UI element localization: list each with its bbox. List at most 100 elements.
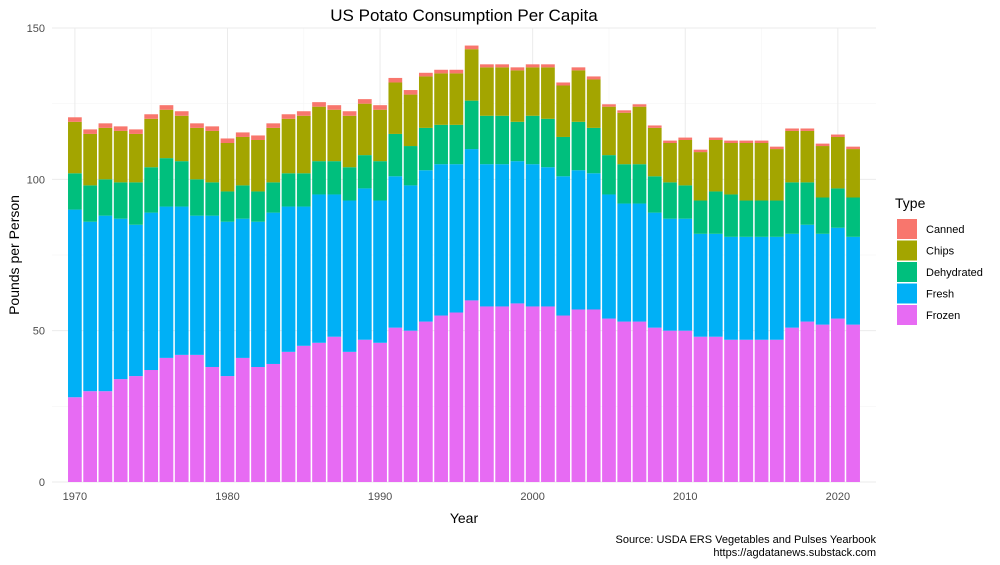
caption-url: https://agdatanews.substack.com bbox=[713, 547, 876, 559]
bar-canned-2002 bbox=[556, 82, 571, 86]
bar-chips-2000 bbox=[525, 67, 540, 116]
bar-fresh-2017 bbox=[785, 233, 799, 328]
bar-chips-2009 bbox=[663, 143, 677, 183]
bar-canned-2012 bbox=[708, 137, 723, 140]
bar-fresh-2020 bbox=[830, 227, 845, 319]
bar-canned-1982 bbox=[251, 135, 265, 140]
bar-dehydrated-2002 bbox=[556, 136, 571, 177]
bar-fresh-1983 bbox=[266, 212, 281, 364]
bar-fresh-1993 bbox=[418, 170, 433, 322]
bar-fresh-2011 bbox=[693, 233, 708, 337]
bar-dehydrated-1992 bbox=[403, 146, 418, 186]
legend-key-dehydrated bbox=[897, 262, 917, 282]
bar-chips-1982 bbox=[251, 139, 265, 192]
bar-canned-1995 bbox=[449, 69, 464, 74]
bar-frozen-2019 bbox=[815, 324, 830, 482]
bar-fresh-2013 bbox=[724, 236, 738, 340]
bar-canned-2016 bbox=[769, 146, 784, 150]
bar-chips-2020 bbox=[830, 136, 845, 189]
bar-canned-2001 bbox=[541, 64, 555, 68]
bar-fresh-1987 bbox=[327, 194, 342, 337]
bar-dehydrated-1986 bbox=[312, 161, 326, 195]
bar-frozen-1970 bbox=[68, 397, 82, 482]
bar-frozen-2007 bbox=[632, 321, 647, 482]
bar-dehydrated-2020 bbox=[830, 188, 845, 228]
bar-dehydrated-1971 bbox=[83, 185, 98, 222]
bar-fresh-2015 bbox=[754, 236, 769, 340]
bar-fresh-1998 bbox=[495, 164, 510, 307]
legend-label-fresh: Fresh bbox=[926, 289, 954, 301]
x-axis: 1970 1980 1990 2000 2010 2020 bbox=[63, 491, 850, 503]
bar-fresh-1985 bbox=[296, 206, 311, 346]
bar-frozen-2021 bbox=[846, 324, 860, 482]
bar-fresh-1992 bbox=[403, 185, 418, 331]
bar-canned-2005 bbox=[602, 104, 616, 107]
bar-dehydrated-2000 bbox=[525, 115, 540, 165]
bar-canned-1998 bbox=[495, 64, 510, 68]
legend-label-chips: Chips bbox=[926, 246, 955, 258]
bar-frozen-1991 bbox=[388, 327, 403, 482]
bar-frozen-1984 bbox=[281, 351, 296, 482]
bar-canned-1978 bbox=[190, 123, 204, 128]
bar-chips-2016 bbox=[769, 149, 784, 201]
x-tick-label: 2000 bbox=[520, 491, 544, 503]
bar-canned-1970 bbox=[68, 117, 82, 122]
bar-dehydrated-1972 bbox=[98, 179, 113, 216]
bar-chips-1987 bbox=[327, 109, 342, 162]
bar-chips-1988 bbox=[342, 115, 357, 168]
x-axis-title: Year bbox=[450, 510, 479, 526]
bar-chips-1984 bbox=[281, 118, 296, 174]
bar-frozen-2003 bbox=[571, 309, 586, 482]
bar-frozen-2010 bbox=[678, 330, 693, 482]
bar-frozen-1974 bbox=[129, 376, 143, 482]
bar-frozen-1998 bbox=[495, 306, 510, 482]
bar-chips-2004 bbox=[586, 79, 601, 128]
bar-canned-2021 bbox=[846, 146, 860, 150]
bar-chips-1998 bbox=[495, 67, 510, 116]
bar-dehydrated-1989 bbox=[357, 155, 372, 189]
bar-fresh-1974 bbox=[129, 224, 143, 377]
bar-fresh-1973 bbox=[113, 218, 128, 380]
bar-dehydrated-2019 bbox=[815, 197, 830, 234]
bar-frozen-2013 bbox=[724, 339, 738, 482]
bar-dehydrated-1975 bbox=[144, 167, 159, 213]
bar-fresh-2001 bbox=[541, 167, 555, 307]
bar-canned-1979 bbox=[205, 126, 220, 131]
bar-frozen-2017 bbox=[785, 327, 799, 482]
bar-fresh-1981 bbox=[235, 218, 250, 358]
bar-canned-1974 bbox=[129, 129, 143, 134]
bar-canned-1980 bbox=[220, 138, 235, 144]
bar-fresh-1984 bbox=[281, 206, 296, 352]
bar-fresh-2004 bbox=[586, 173, 601, 310]
bar-canned-1988 bbox=[342, 111, 357, 116]
bar-chips-2012 bbox=[708, 139, 723, 192]
legend-key-chips bbox=[897, 240, 917, 261]
bar-chips-1989 bbox=[357, 103, 372, 156]
bar-canned-1991 bbox=[388, 77, 403, 83]
bar-chips-1980 bbox=[220, 143, 235, 192]
bar-fresh-2002 bbox=[556, 176, 571, 316]
bar-fresh-2019 bbox=[815, 233, 830, 325]
bar-dehydrated-2018 bbox=[800, 182, 815, 225]
bar-frozen-2005 bbox=[602, 318, 616, 482]
bar-dehydrated-1995 bbox=[449, 124, 464, 165]
bar-canned-1990 bbox=[373, 105, 387, 110]
bar-frozen-1982 bbox=[251, 366, 265, 482]
bar-chips-1994 bbox=[434, 73, 448, 125]
bar-chips-1999 bbox=[510, 70, 525, 122]
bar-frozen-2016 bbox=[769, 339, 784, 482]
y-axis: 0 50 100 150 bbox=[27, 23, 45, 489]
bar-dehydrated-1998 bbox=[495, 115, 510, 165]
bar-frozen-1976 bbox=[159, 357, 174, 482]
bar-fresh-1986 bbox=[312, 194, 326, 343]
bar-dehydrated-1985 bbox=[296, 173, 311, 207]
bar-chips-1972 bbox=[98, 127, 113, 180]
x-tick-label: 2020 bbox=[826, 491, 850, 503]
bar-fresh-1976 bbox=[159, 206, 174, 358]
bar-canned-1973 bbox=[113, 126, 128, 131]
bar-dehydrated-2007 bbox=[632, 164, 647, 204]
bar-dehydrated-2006 bbox=[617, 164, 632, 204]
bar-chips-2001 bbox=[541, 67, 555, 119]
bar-dehydrated-1999 bbox=[510, 121, 525, 162]
bar-frozen-1990 bbox=[373, 342, 387, 482]
